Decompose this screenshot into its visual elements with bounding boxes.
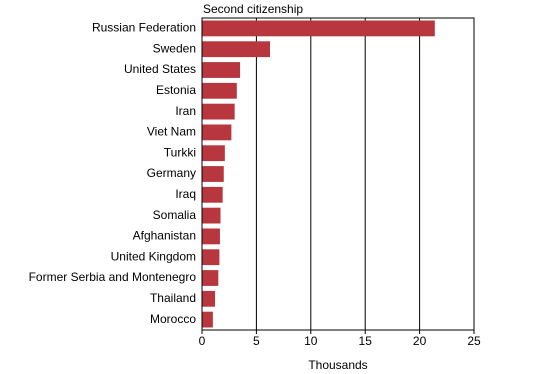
bar	[202, 311, 213, 328]
y-tick-label: Afghanistan	[133, 229, 196, 243]
y-tick-label: Former Serbia and Montenegro	[29, 270, 197, 284]
bar	[202, 270, 219, 286]
x-tick-label: 25	[467, 334, 481, 348]
y-tick-label: Turkki	[164, 145, 196, 159]
bar	[202, 186, 223, 203]
y-tick-label: Viet Nam	[147, 125, 196, 139]
x-axis-label: Thousands	[308, 358, 367, 372]
y-tick-label: Sweden	[153, 41, 196, 55]
x-tick-label: 15	[359, 334, 373, 348]
y-tick-label: Iran	[175, 104, 196, 118]
y-tick-label: Estonia	[156, 83, 196, 97]
y-tick-label: United Kingdom	[111, 249, 196, 263]
bar	[202, 207, 221, 224]
bar	[202, 82, 237, 99]
bar	[202, 249, 220, 266]
x-tick-label: 20	[413, 334, 427, 348]
plot-frame	[201, 17, 475, 331]
bar	[202, 290, 216, 307]
bar	[202, 228, 220, 245]
bar	[202, 166, 224, 182]
bar	[202, 62, 241, 78]
y-tick-label: Russian Federation	[92, 21, 196, 35]
x-tick-label: 10	[304, 334, 318, 348]
y-tick-label: Germany	[147, 166, 196, 180]
y-tick-label: Iraq	[175, 187, 196, 201]
bar	[202, 20, 435, 37]
y-tick-label: Somalia	[153, 208, 197, 222]
y-tick-label: Morocco	[150, 312, 196, 326]
chart-title: Second citizenship	[203, 2, 303, 16]
x-tick-label: 5	[253, 334, 260, 348]
bar	[202, 103, 235, 120]
bar	[202, 41, 270, 58]
bar	[202, 145, 225, 162]
y-tick-label: United States	[124, 62, 196, 76]
y-tick-label: Thailand	[150, 291, 196, 305]
bar	[202, 124, 232, 141]
x-tick-label: 0	[199, 334, 206, 348]
